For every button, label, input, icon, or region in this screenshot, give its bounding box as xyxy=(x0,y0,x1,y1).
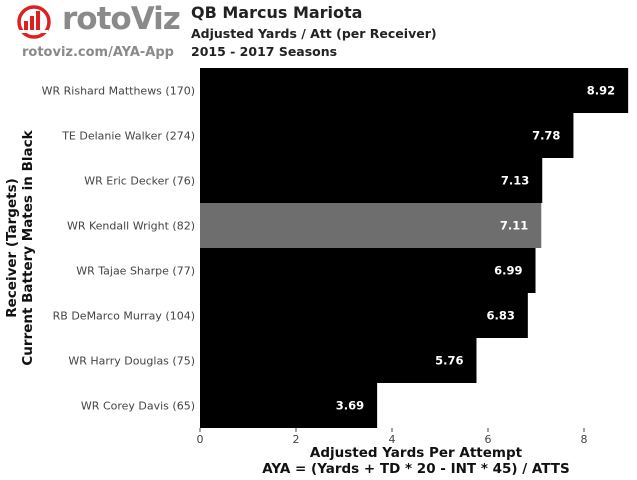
value-label: 6.83 xyxy=(486,309,514,323)
category-label: RB DeMarco Murray (104) xyxy=(53,310,195,323)
value-label-group: 8.92 7.78 7.13 7.11 6.99 6.83 5.76 3.69 xyxy=(336,84,615,413)
category-label-group: WR Rishard Matthews (170) TE Delanie Walk… xyxy=(42,85,195,413)
y-axis-title: Receiver (Targets) xyxy=(4,178,20,318)
category-label: WR Kendall Wright (82) xyxy=(67,220,195,233)
bar-group xyxy=(200,68,629,428)
x-axis-formula: AYA = (Yards + TD * 20 - INT * 45) / ATT… xyxy=(262,461,569,477)
category-label: WR Rishard Matthews (170) xyxy=(42,85,195,98)
bar-1 xyxy=(200,113,574,158)
category-label: WR Tajae Sharpe (77) xyxy=(76,265,195,278)
x-axis: 0 2 4 6 8 xyxy=(197,428,588,446)
value-label: 7.13 xyxy=(501,174,529,188)
value-label: 7.78 xyxy=(532,129,560,143)
category-label: WR Harry Douglas (75) xyxy=(68,355,195,368)
bar-3 xyxy=(200,203,542,248)
chart-title: QB Marcus Mariota xyxy=(191,3,363,22)
category-label: WR Corey Davis (65) xyxy=(81,400,195,413)
rotoviz-logo-icon xyxy=(17,5,51,39)
bar-6 xyxy=(200,338,477,383)
value-label: 3.69 xyxy=(336,399,364,413)
bar-0 xyxy=(200,68,629,113)
bar-5 xyxy=(200,293,528,338)
category-label: TE Delanie Walker (274) xyxy=(61,130,195,143)
value-label: 7.11 xyxy=(500,219,528,233)
logo-wordmark: rotoViz xyxy=(62,1,181,37)
x-tick-label: 4 xyxy=(389,433,396,446)
x-tick-label: 8 xyxy=(581,433,588,446)
chart-seasons: 2015 - 2017 Seasons xyxy=(191,44,338,59)
category-label: WR Eric Decker (76) xyxy=(84,175,195,188)
chart-subtitle: Adjusted Yards / Att (per Receiver) xyxy=(191,26,437,41)
value-label: 6.99 xyxy=(494,264,522,278)
value-label: 8.92 xyxy=(587,84,615,98)
value-label: 5.76 xyxy=(435,354,463,368)
bar-4 xyxy=(200,248,536,293)
bar-2 xyxy=(200,158,543,203)
x-tick-label: 6 xyxy=(485,433,492,446)
x-tick-label: 0 xyxy=(197,433,204,446)
y-axis-subtitle: Current Battery Mates in Black xyxy=(20,129,36,365)
x-axis-title: Adjusted Yards Per Attempt xyxy=(310,445,523,461)
bar-7 xyxy=(200,383,378,428)
x-tick-label: 2 xyxy=(293,433,300,446)
site-url[interactable]: rotoviz.com/AYA-App xyxy=(22,45,174,60)
